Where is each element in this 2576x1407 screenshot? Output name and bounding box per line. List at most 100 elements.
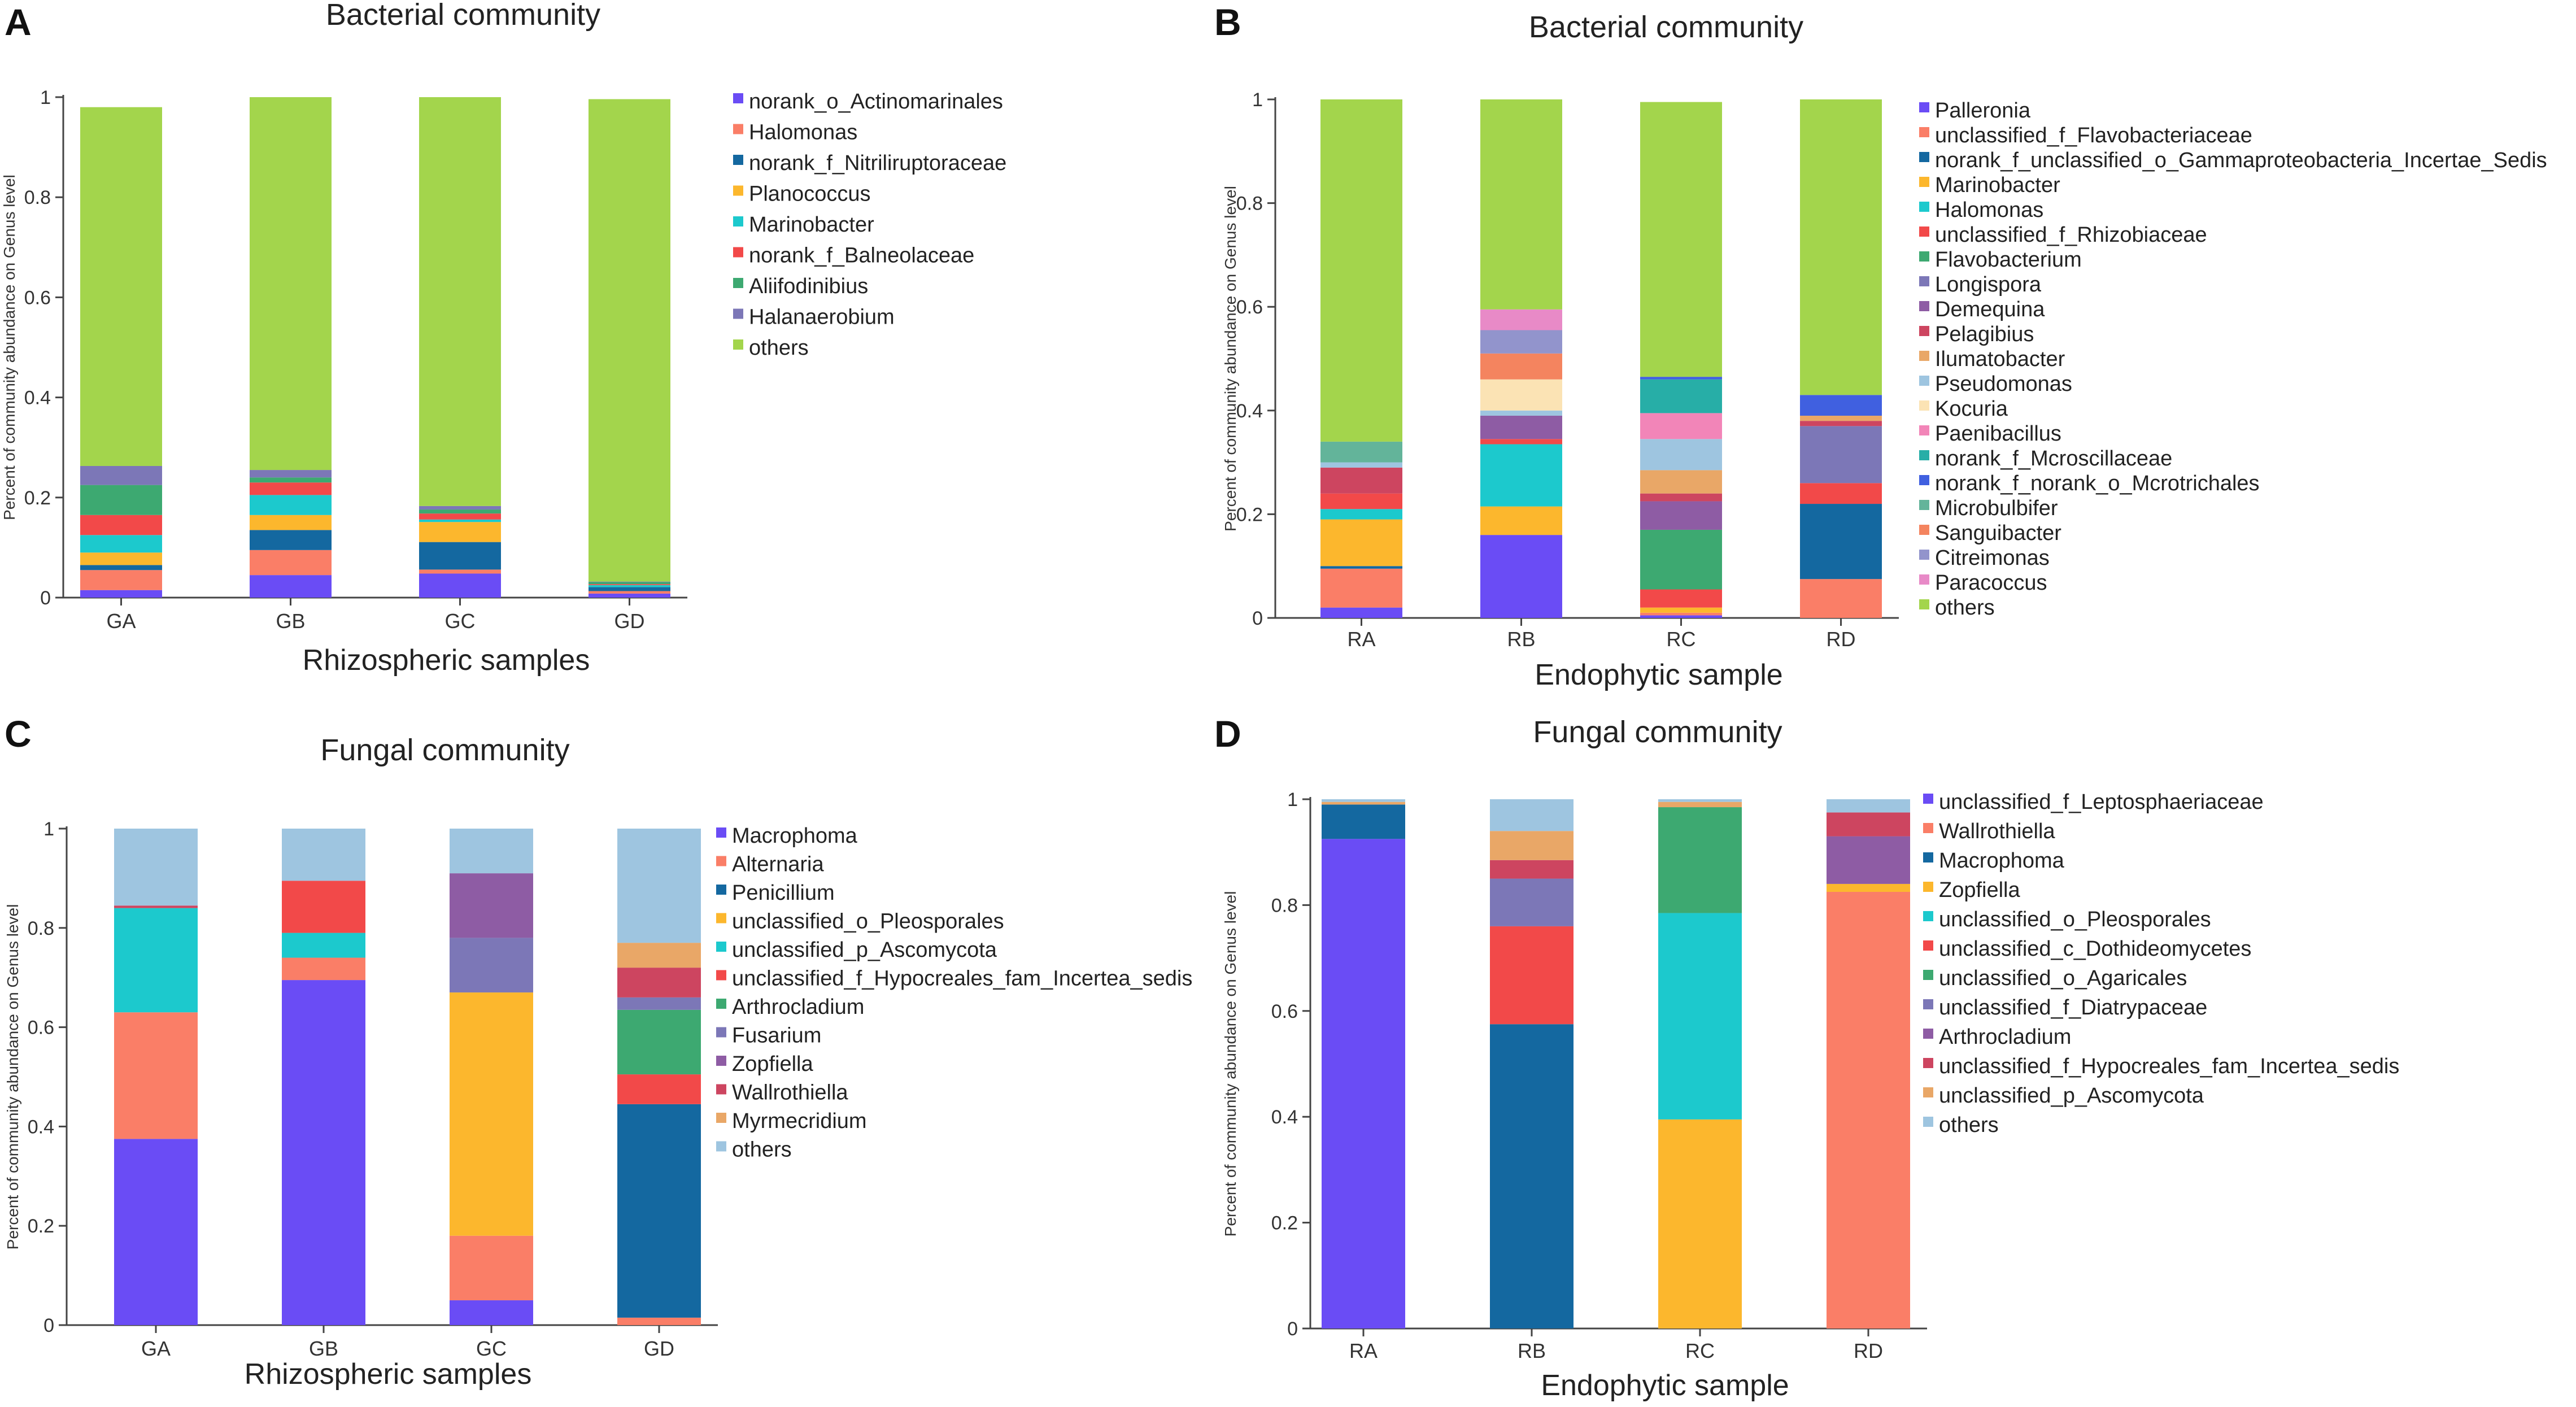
bar-segment-gb <box>250 482 332 495</box>
legend-swatch <box>716 942 726 952</box>
legend-label: Longispora <box>1935 273 2042 297</box>
bar-segment-gb <box>250 530 332 550</box>
bar-segment-rb <box>1490 860 1574 879</box>
legend-label: norank_f_Balneolaceae <box>749 244 974 268</box>
bar-segment-ra <box>1320 566 1402 569</box>
y-tick-label: 0.8 <box>1236 193 1263 215</box>
bar-segment-ga <box>114 829 198 906</box>
legend-swatch <box>1919 127 1929 137</box>
y-tick-label: 0.4 <box>1271 1107 1298 1128</box>
bar-segment-rc <box>1640 501 1722 530</box>
legend-swatch <box>716 827 726 838</box>
bar-segment-rc <box>1640 413 1722 439</box>
legend-label: Arthrocladium <box>732 995 864 1019</box>
legend-swatch <box>716 1084 726 1095</box>
legend: Macrophoma Alternaria Penicillium unclassif… <box>716 824 1192 1162</box>
bar-segment-rd <box>1800 426 1882 483</box>
legend-swatch <box>1923 882 1933 892</box>
panel-a: A Bacterial community 0 0.2 0.4 0.6 0.8 1 GA GB GC… <box>1 0 1006 677</box>
legend-label: Macrophoma <box>732 824 858 848</box>
bar-segment-rd <box>1827 799 1910 813</box>
bar-segment-gd <box>617 1074 701 1104</box>
legend-label: Wallrothiella <box>732 1081 848 1105</box>
bar-segment-ra <box>1320 519 1402 567</box>
bar-segment-ra <box>1322 799 1405 802</box>
x-tick-label: GD <box>614 609 645 633</box>
x-tick-label: GC <box>445 609 476 633</box>
bar-segment-ra <box>1320 99 1402 442</box>
bar-segment-gb <box>282 933 365 958</box>
bar-segment-ga <box>80 565 162 570</box>
bar-segment-gc <box>450 938 533 993</box>
y-tick-label: 1 <box>1287 789 1298 811</box>
legend-label: Halomonas <box>1935 198 2043 222</box>
bar-segment-rb <box>1480 415 1562 439</box>
bar-segment-rb <box>1490 878 1574 926</box>
legend-label: Aliifodinibius <box>749 275 868 298</box>
bar-segment-rb <box>1480 535 1562 618</box>
chart-title: Bacterial community <box>326 0 600 32</box>
bar-segment-rb <box>1480 99 1562 310</box>
bar-segment-gc <box>419 519 501 522</box>
legend-label: Zopfiella <box>732 1052 813 1076</box>
legend-swatch <box>1919 574 1929 585</box>
legend-swatch <box>1923 1058 1933 1068</box>
bar-segment-rc <box>1658 1119 1742 1328</box>
legend-swatch <box>1919 376 1929 386</box>
bar-segment-gb <box>250 550 332 576</box>
bar-segment-rb <box>1480 506 1562 535</box>
bar-segment-gb <box>250 575 332 598</box>
bar-segment-rb <box>1480 330 1562 354</box>
legend-label: Macrophoma <box>1939 849 2065 873</box>
legend-label: Marinobacter <box>749 213 874 237</box>
bar-segment-gc <box>419 509 501 514</box>
legend-label: Demequina <box>1935 298 2045 321</box>
legend-swatch <box>1919 276 1929 286</box>
y-tick-label: 0.4 <box>1236 400 1263 422</box>
bar-segment-ga <box>80 590 162 598</box>
bar-segment-gc <box>419 513 501 520</box>
legend-label: others <box>732 1138 792 1162</box>
legend-swatch <box>733 216 743 226</box>
legend-swatch <box>1919 202 1929 212</box>
legend-label: unclassified_p_Ascomycota <box>732 938 997 962</box>
x-tick-label: RD <box>1827 628 1856 651</box>
legend-label: Arthrocladium <box>1939 1025 2071 1049</box>
bar-segment-ra <box>1320 441 1402 463</box>
legend: norank_o_Actinomarinales Halomonas norank_… <box>733 90 1006 360</box>
legend-swatch <box>1919 400 1929 411</box>
legend-label: Planococcus <box>749 182 870 206</box>
y-tick-label: 0.8 <box>1271 895 1298 916</box>
y-axis-label: Percent of community abundance on Genus … <box>1 175 18 520</box>
bar-segment-gd <box>589 593 670 598</box>
bar-segment-rd <box>1800 395 1882 416</box>
bar-segment-gb <box>282 957 365 981</box>
legend-swatch <box>1919 152 1929 162</box>
bar-segment-rc <box>1658 807 1742 913</box>
chart-title: Fungal community <box>320 733 569 767</box>
legend-label: unclassified_f_Leptosphaeriaceae <box>1939 790 2264 814</box>
legend-label: unclassified_f_Hypocreales_fam_Incertea_… <box>1939 1055 2399 1078</box>
bar-segment-ra <box>1320 467 1402 494</box>
bar-segment-gc <box>450 992 533 1236</box>
bar-segment-ga <box>80 515 162 535</box>
legend-label: Zopfiella <box>1939 878 2020 902</box>
legend-swatch <box>716 885 726 895</box>
bar-segment-gd <box>617 968 701 997</box>
legend-swatch <box>716 1056 726 1066</box>
legend-label: unclassified_f_Flavobacteriaceae <box>1935 124 2252 147</box>
legend-label: others <box>1935 596 1995 620</box>
panel-d: D Fungal community 0 0.2 0.4 0.6 0.8 1 RA RB RC RD P… <box>1214 713 2399 1402</box>
bar-segment-rc <box>1640 612 1722 616</box>
x-tick-label: RC <box>1667 628 1696 651</box>
bar-segment-gc <box>419 506 501 510</box>
legend-label: unclassified_c_Dothideomycetes <box>1939 937 2251 961</box>
legend-swatch <box>1923 794 1933 804</box>
legend-label: Fusarium <box>732 1024 821 1048</box>
bar-segment-rd <box>1800 483 1882 504</box>
legend-swatch <box>1919 301 1929 311</box>
bar-segment-rc <box>1640 470 1722 494</box>
legend: unclassified_f_Leptosphaeriaceae Wallroth… <box>1923 790 2399 1137</box>
legend-label: Palleronia <box>1935 99 2031 123</box>
legend-label: Myrmecridium <box>732 1109 867 1133</box>
